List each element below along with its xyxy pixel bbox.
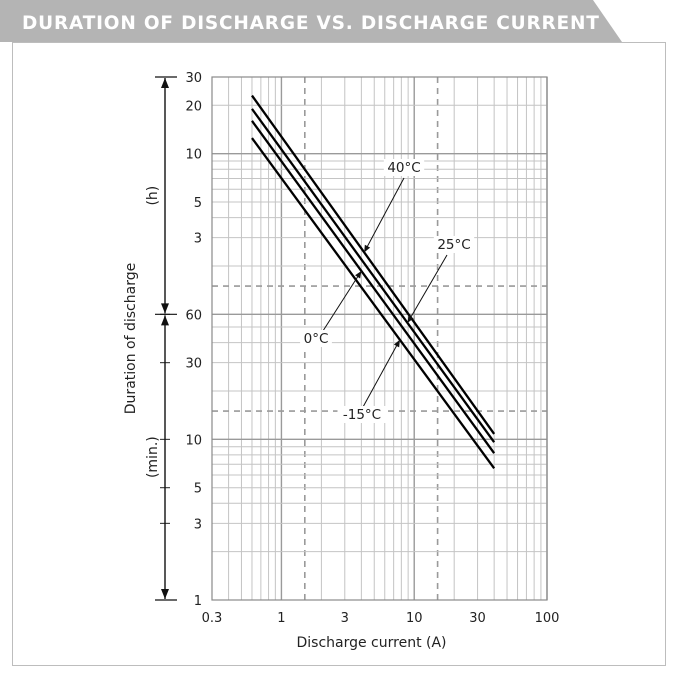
x-tick-label: 1 [277,611,285,626]
series-label: 0°C [304,331,329,347]
series-line-2 [251,120,496,454]
annotation-leader [407,254,448,324]
series-label: 25°C [437,237,470,253]
series-line-0 [251,94,496,435]
y-tick-label-min: 1 [194,594,202,609]
annotation-arrow [355,270,362,279]
annotations: 40°C 25°C 0°C -15°C [300,159,475,423]
chart-header: DURATION OF DISCHARGE VS. DISCHARGE CURR… [0,0,622,42]
annotation-leader [363,177,405,253]
annotation-arrow [393,339,400,348]
hours-range-arrow-head [161,303,169,314]
minutes-range-arrow-head [161,315,169,326]
annotation-arrow [364,244,371,253]
hours-range-arrow-head [161,78,169,88]
chart-frame [12,42,666,666]
annotation-bg [383,159,425,176]
y-tick-label-min: 60 [185,308,202,323]
series-line-1 [251,108,496,443]
axes: 0.3 1 3 10 30 10013510306035102030(h)(min.)Du… [123,71,559,651]
y-tick-label-h: 10 [185,148,202,163]
series-lines [251,94,496,470]
annotation-leader [320,270,362,335]
annotation-arrow [407,315,414,323]
y-tick-label-h: 3 [194,232,202,247]
y-unit-minutes: (min.) [145,436,161,478]
y-unit-hours: (h) [145,186,161,206]
annotation-bg [337,406,387,423]
y-tick-label-min: 30 [185,357,202,372]
series-label: 40°C [387,160,420,176]
x-tick-label: 0.3 [202,611,223,626]
y-tick-label-h: 30 [185,71,202,86]
minutes-range-arrow-head [161,589,169,599]
series-label: -15°C [343,407,381,423]
grid [211,76,548,601]
y-tick-label-min: 5 [194,482,202,497]
annotation-bg [300,330,332,347]
chart-title: DURATION OF DISCHARGE VS. DISCHARGE CURR… [22,13,600,34]
y-tick-label-h: 5 [194,196,202,211]
x-tick-label: 10 [406,611,423,626]
x-tick-label: 30 [469,611,486,626]
x-axis-title: Discharge current (A) [296,635,446,651]
y-tick-label-min: 10 [185,433,202,448]
y-tick-label-h: 20 [185,99,202,114]
x-tick-label: 100 [535,611,560,626]
y-axis-title: Duration of discharge [123,263,139,414]
y-tick-label-min: 3 [194,517,202,532]
x-tick-label: 3 [341,611,349,626]
annotation-bg [433,236,475,253]
annotation-leader [362,339,401,408]
series-line-3 [251,137,496,470]
plot-border [211,76,548,601]
header-banner [0,0,622,42]
